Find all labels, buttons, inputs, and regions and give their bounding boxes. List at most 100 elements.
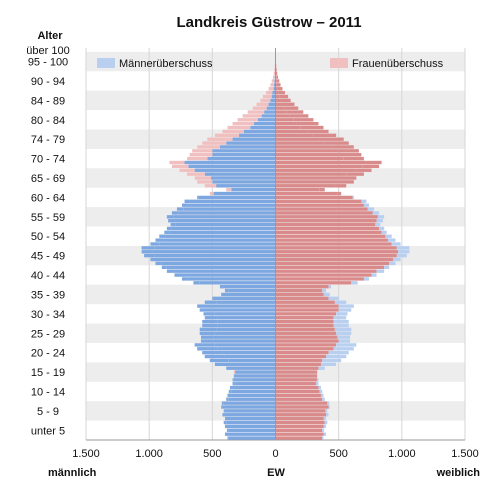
male-bar (150, 242, 159, 245)
male-bar (214, 335, 276, 338)
female-bar (277, 79, 280, 82)
male-surplus-bar (364, 203, 369, 206)
male-surplus-bar (335, 328, 351, 331)
male-surplus-bar (318, 367, 324, 370)
female-bar (276, 200, 362, 203)
female-surplus-bar (233, 122, 254, 125)
female-bar (276, 258, 393, 261)
female-bar (276, 378, 318, 381)
male-bar (212, 149, 275, 152)
male-surplus-bar (325, 421, 328, 424)
male-bar (229, 436, 276, 439)
male-bar (177, 207, 183, 210)
female-surplus-bar (269, 87, 274, 90)
female-bar (339, 180, 354, 183)
female-bar (276, 138, 319, 141)
male-bar (269, 103, 276, 106)
female-bar (366, 161, 381, 164)
male-bar (172, 227, 276, 230)
female-bar (276, 320, 334, 323)
female-bar (276, 211, 373, 214)
male-bar (193, 281, 199, 284)
female-bar (277, 87, 282, 90)
male-bar (167, 266, 276, 269)
female-bar (276, 172, 347, 175)
male-surplus-bar (388, 238, 396, 241)
male-bar (224, 401, 276, 404)
male-bar (229, 289, 276, 292)
male-bar (230, 386, 233, 389)
age-group-label: unter 5 (31, 425, 65, 437)
female-bar (276, 103, 283, 106)
female-bar (289, 114, 308, 117)
female-bar (276, 386, 319, 389)
female-bar (276, 390, 320, 393)
male-bar (231, 390, 275, 393)
male-bar (254, 122, 275, 125)
male-bar (162, 266, 167, 269)
male-surplus-bar (322, 359, 341, 362)
x-tick-label: 0 (272, 448, 278, 460)
female-surplus-bar (222, 130, 243, 133)
female-bar (340, 176, 356, 179)
male-bar (188, 165, 275, 168)
female-bar (276, 149, 339, 152)
male-bar (272, 95, 276, 98)
male-bar (229, 398, 276, 401)
male-surplus-bar (378, 215, 384, 218)
male-bar (187, 277, 275, 280)
female-surplus-bar (260, 99, 270, 102)
male-surplus-bar (325, 409, 327, 412)
male-bar (203, 312, 214, 315)
male-bar (222, 297, 275, 300)
male-bar (229, 359, 276, 362)
female-bar (276, 246, 397, 249)
male-bar (168, 219, 174, 222)
female-bar (301, 126, 324, 129)
female-bar (276, 417, 324, 420)
male-surplus-bar (335, 301, 346, 304)
female-bar (276, 207, 368, 210)
female-bar (337, 192, 341, 195)
male-surplus-bar (334, 320, 349, 323)
female-bar (276, 169, 357, 172)
male-bar (233, 367, 276, 370)
female-surplus-bar (202, 141, 226, 144)
male-bar (222, 351, 275, 354)
male-surplus-bar (329, 351, 349, 354)
male-bar (217, 320, 275, 323)
male-surplus-bar (351, 281, 357, 284)
male-bar (171, 223, 176, 226)
female-bar (276, 165, 363, 168)
male-bar (172, 211, 178, 214)
female-surplus-bar (179, 169, 194, 172)
male-bar (267, 106, 276, 109)
female-bar (276, 126, 301, 129)
male-bar (153, 250, 276, 253)
male-bar (173, 215, 275, 218)
female-bar (276, 398, 323, 401)
female-surplus-bar (172, 165, 188, 168)
y-axis-title: Alter (37, 30, 63, 42)
female-bar (276, 425, 324, 428)
age-group-label: 40 - 44 (31, 270, 65, 282)
male-bar (222, 413, 225, 416)
male-bar (225, 413, 276, 416)
female-bar (276, 235, 386, 238)
male-surplus-bar (324, 425, 327, 428)
female-bar (276, 266, 385, 269)
male-bar (169, 231, 275, 234)
male-bar (225, 425, 228, 428)
male-bar (227, 436, 228, 439)
male-bar (167, 215, 173, 218)
female-bar (277, 83, 281, 86)
male-bar (225, 289, 229, 292)
male-bar (226, 421, 275, 424)
male-surplus-bar (364, 277, 369, 280)
female-bar (276, 273, 372, 276)
age-group-label: 20 - 24 (31, 348, 65, 360)
female-bar (276, 359, 323, 362)
female-surplus-bar (215, 134, 239, 137)
male-surplus-bar (327, 401, 329, 404)
x-tick-label: 1.000 (388, 448, 416, 460)
